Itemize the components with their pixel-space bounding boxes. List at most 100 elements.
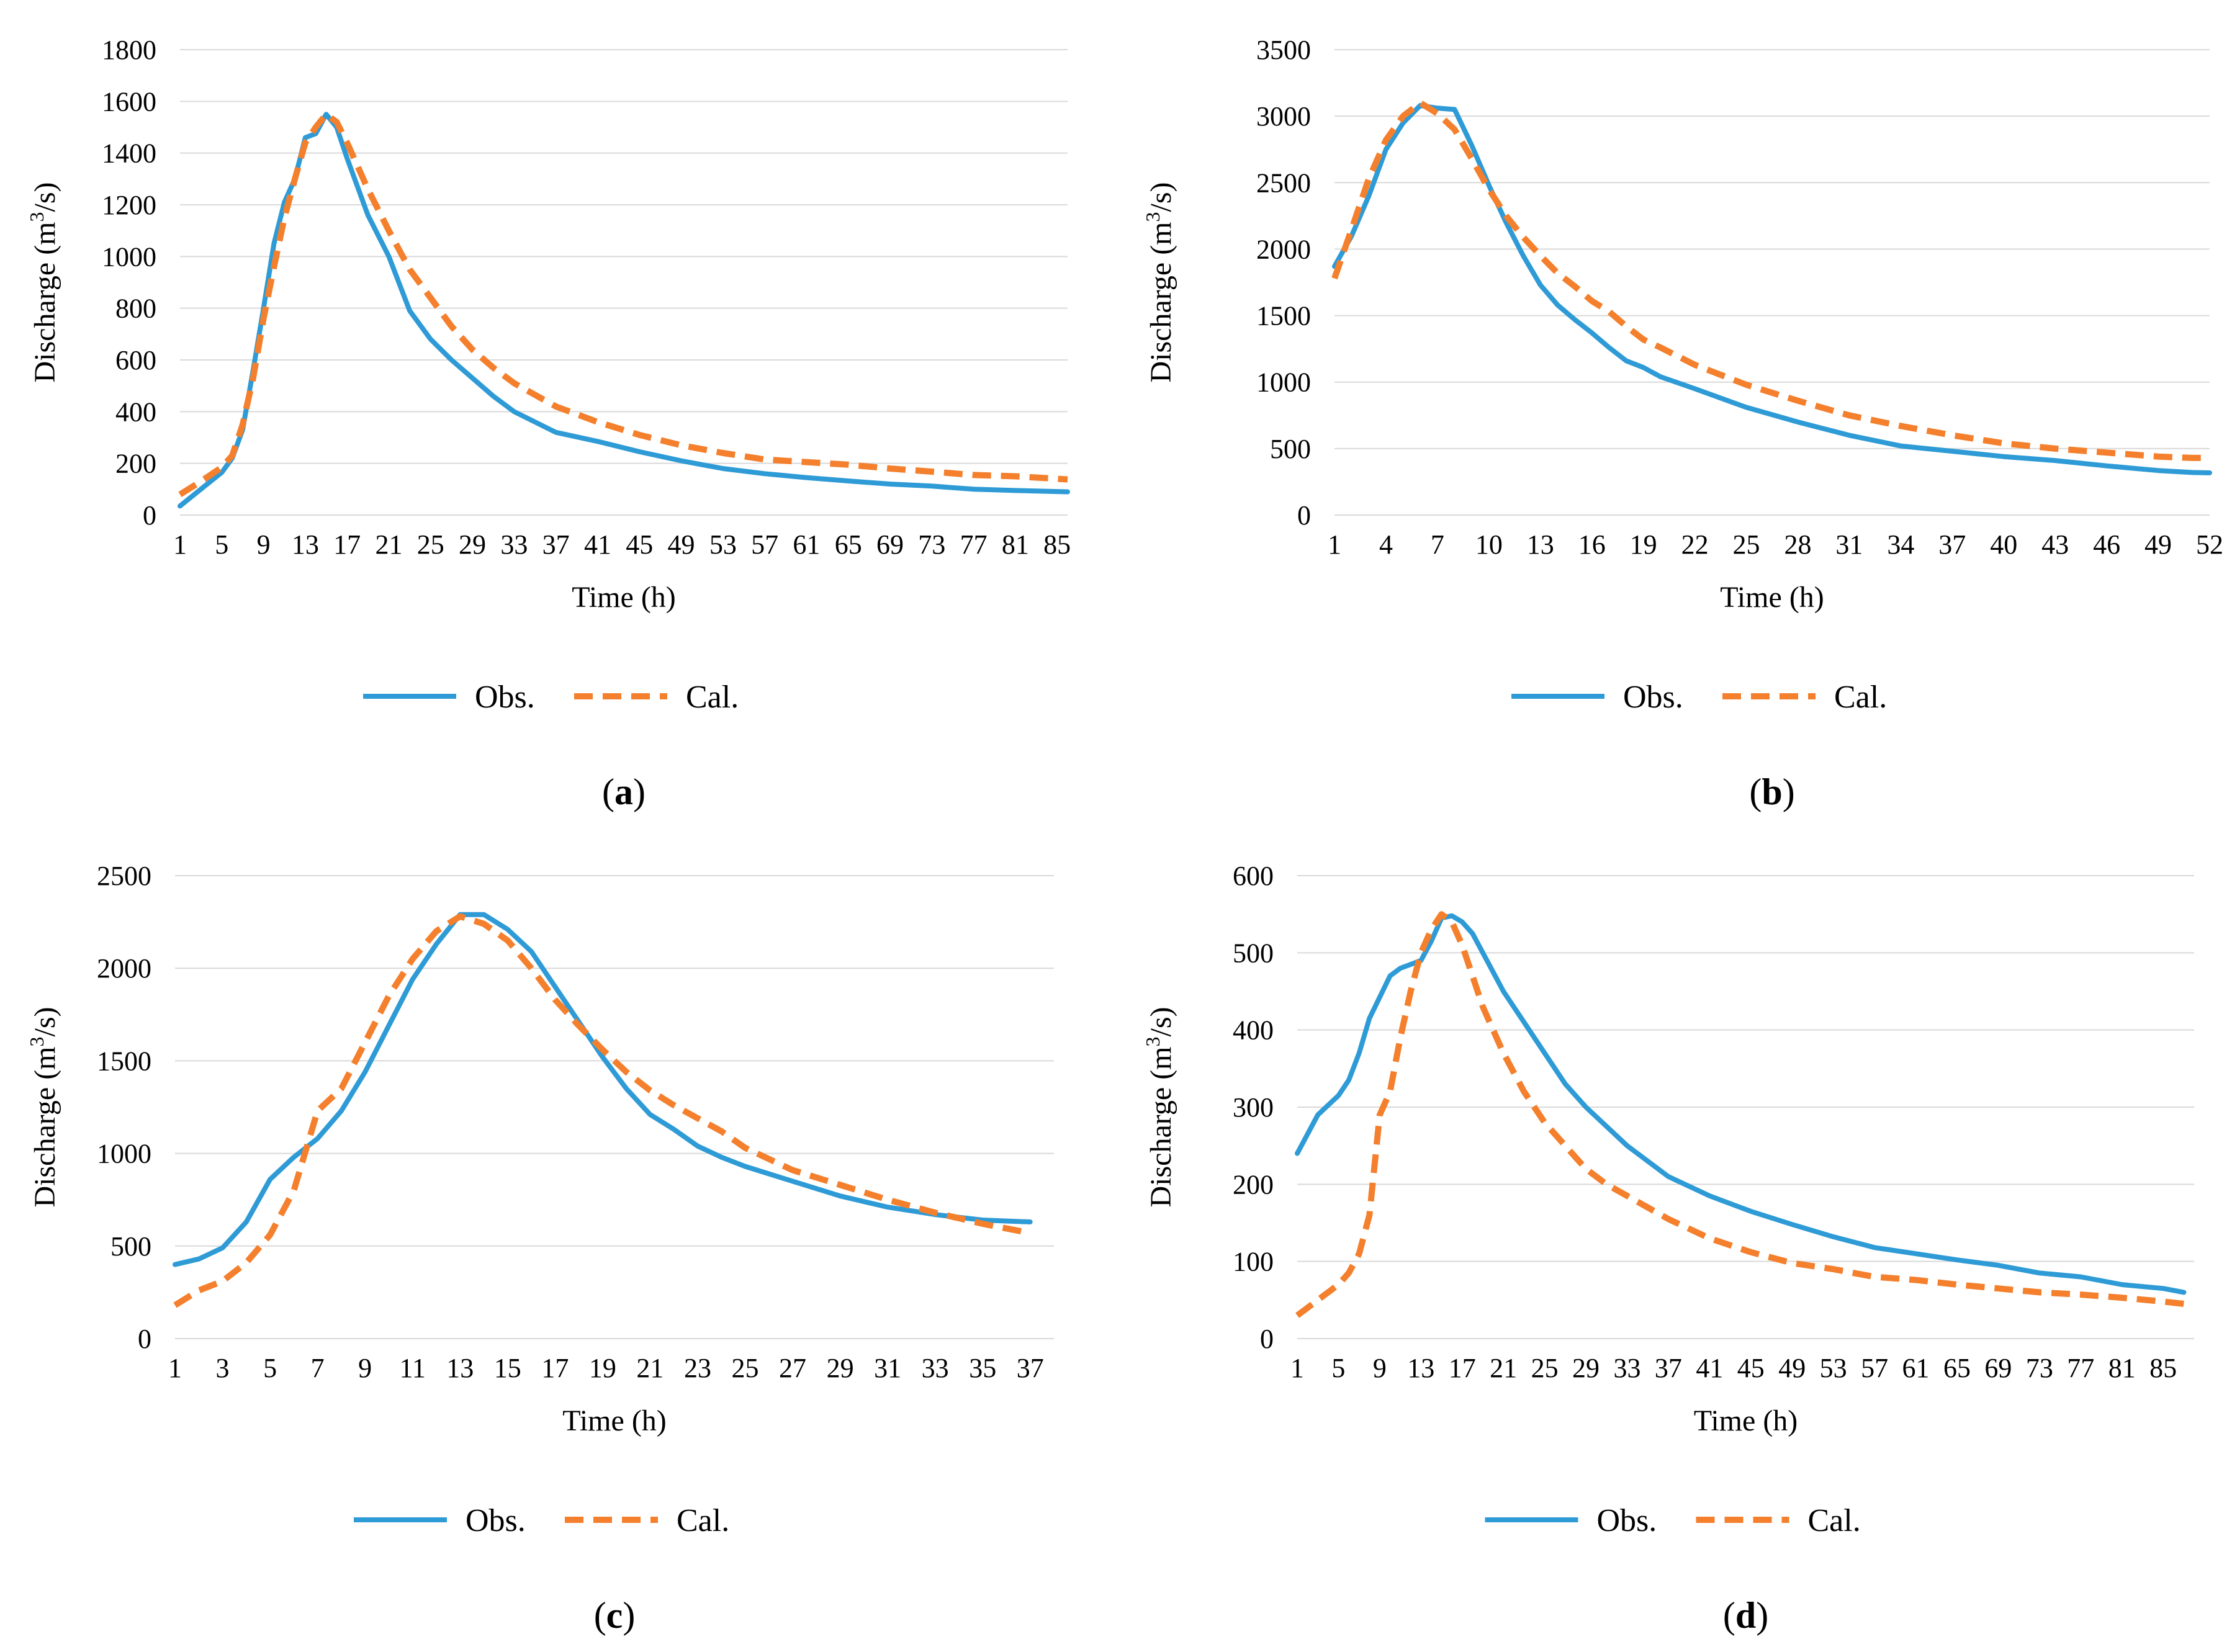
legend-label-cal: Cal.	[1808, 1503, 1861, 1538]
legend-label-cal: Cal.	[1834, 680, 1887, 715]
x-tick-label: 37	[542, 529, 570, 560]
y-tick-label: 2000	[97, 953, 151, 984]
y-tick-label: 1600	[102, 86, 156, 117]
panel-caption: (b)	[1749, 771, 1794, 812]
panel-caption: (a)	[602, 771, 646, 812]
y-tick-label: 1000	[102, 241, 156, 272]
x-tick-label: 23	[684, 1353, 711, 1383]
y-axis-label-sup: 3	[1141, 212, 1164, 222]
x-tick-label: 33	[500, 529, 528, 560]
y-axis-label-prefix: Discharge (m	[29, 1046, 61, 1207]
x-tick-label: 81	[2108, 1353, 2136, 1383]
y-axis-label-sup: 3	[25, 1036, 48, 1046]
x-tick-label: 17	[1449, 1353, 1476, 1383]
x-tick-label: 43	[2041, 529, 2069, 560]
y-axis-label-suffix: /s)	[1145, 1007, 1177, 1036]
x-tick-label: 65	[835, 529, 862, 560]
x-tick-label: 77	[960, 529, 988, 560]
x-tick-label: 34	[1887, 529, 1914, 560]
x-tick-label: 69	[876, 529, 904, 560]
x-tick-label: 57	[1861, 1353, 1888, 1383]
x-tick-label: 28	[1784, 529, 1811, 560]
x-tick-label: 5	[263, 1353, 277, 1383]
x-tick-label: 41	[584, 529, 611, 560]
x-tick-label: 73	[2026, 1353, 2053, 1383]
y-tick-label: 500	[110, 1231, 151, 1262]
legend-label-cal: Cal.	[686, 680, 739, 715]
y-tick-label: 200	[1233, 1169, 1274, 1200]
x-tick-label: 9	[1373, 1353, 1387, 1383]
x-tick-label: 29	[459, 529, 486, 560]
x-tick-label: 37	[1655, 1353, 1682, 1383]
x-tick-label: 31	[1835, 529, 1863, 560]
x-tick-label: 61	[1902, 1353, 1930, 1383]
x-tick-label: 45	[1737, 1353, 1765, 1383]
x-tick-label: 46	[2093, 529, 2120, 560]
x-tick-label: 37	[1938, 529, 1966, 560]
series-line-obs	[1332, 103, 2212, 475]
x-tick-label: 17	[541, 1353, 569, 1383]
x-axis-label: Time (h)	[1694, 1404, 1798, 1437]
legend-label-obs: Obs.	[466, 1503, 526, 1538]
y-axis-label: Discharge (m3/s)	[25, 182, 61, 382]
x-tick-label: 10	[1475, 529, 1503, 560]
x-tick-label: 21	[636, 1353, 664, 1383]
chart-panel-c: 0 500 1000 1500 2000 2500 1 3 5 7 9 11 13 15 17 19 21 23 2…	[0, 826, 1116, 1652]
x-tick-label: 1	[168, 1353, 182, 1383]
panel-caption-letter: b	[1762, 771, 1782, 812]
x-tick-label: 85	[2149, 1353, 2177, 1383]
x-tick-label: 13	[1527, 529, 1554, 560]
x-tick-label: 49	[2144, 529, 2172, 560]
x-tick-label: 13	[292, 529, 319, 560]
x-tick-label: 9	[257, 529, 271, 560]
y-tick-label: 600	[1233, 861, 1274, 891]
x-tick-label: 21	[375, 529, 402, 560]
y-tick-label: 100	[1233, 1247, 1274, 1277]
y-tick-label: 2500	[1256, 168, 1311, 198]
y-tick-label: 600	[115, 345, 156, 375]
y-tick-label: 2500	[97, 861, 151, 891]
x-tick-label: 7	[311, 1353, 325, 1383]
x-axis-label: Time (h)	[1720, 581, 1824, 614]
x-tick-label: 73	[918, 529, 945, 560]
y-axis-label-prefix: Discharge (m	[1145, 222, 1177, 382]
legend-label-obs: Obs.	[1597, 1503, 1657, 1538]
y-tick-label: 1500	[1256, 301, 1311, 331]
panel-caption-letter: a	[614, 771, 633, 812]
x-tick-label: 29	[1572, 1353, 1600, 1383]
x-tick-label: 1	[173, 529, 187, 560]
y-axis-label-suffix: /s)	[1145, 182, 1177, 212]
x-tick-label: 35	[969, 1353, 996, 1383]
x-tick-label: 25	[1733, 529, 1760, 560]
x-tick-label: 33	[1613, 1353, 1640, 1383]
y-axis-label-sup: 3	[1141, 1036, 1164, 1046]
y-tick-label: 0	[143, 500, 156, 531]
y-axis-label: Discharge (m3/s)	[25, 1007, 61, 1207]
y-tick-label: 800	[115, 294, 156, 324]
x-axis-label: Time (h)	[562, 1404, 667, 1437]
y-tick-label: 1200	[102, 190, 156, 220]
legend-label-obs: Obs.	[475, 680, 535, 715]
y-axis-label: Discharge (m3/s)	[1141, 1007, 1177, 1207]
y-axis-label-prefix: Discharge (m	[29, 222, 61, 382]
y-tick-label: 400	[115, 397, 156, 427]
y-axis-label-sup: 3	[25, 212, 48, 222]
x-tick-label: 4	[1379, 529, 1393, 560]
y-axis-label-suffix: /s)	[29, 1007, 61, 1036]
x-tick-label: 1	[1328, 529, 1341, 560]
x-tick-label: 81	[1002, 529, 1029, 560]
x-tick-label: 29	[827, 1353, 854, 1383]
y-tick-label: 2000	[1256, 234, 1311, 264]
gridlines	[1334, 49, 2210, 516]
x-tick-label: 15	[494, 1353, 521, 1383]
x-tick-label: 25	[1531, 1353, 1559, 1383]
panel-caption: (d)	[1723, 1595, 1768, 1636]
y-tick-label: 1500	[97, 1046, 151, 1076]
x-tick-label: 5	[1331, 1353, 1345, 1383]
x-tick-label: 53	[709, 529, 737, 560]
y-tick-label: 1000	[97, 1139, 151, 1169]
x-tick-label: 3	[216, 1353, 230, 1383]
y-tick-label: 0	[138, 1324, 151, 1354]
chart-b: 0 500 1000 1500 2000 2500 3000 3500 1 4 7 10 13 16 19 2…	[1141, 35, 2223, 812]
series-line-obs	[173, 912, 1033, 1267]
